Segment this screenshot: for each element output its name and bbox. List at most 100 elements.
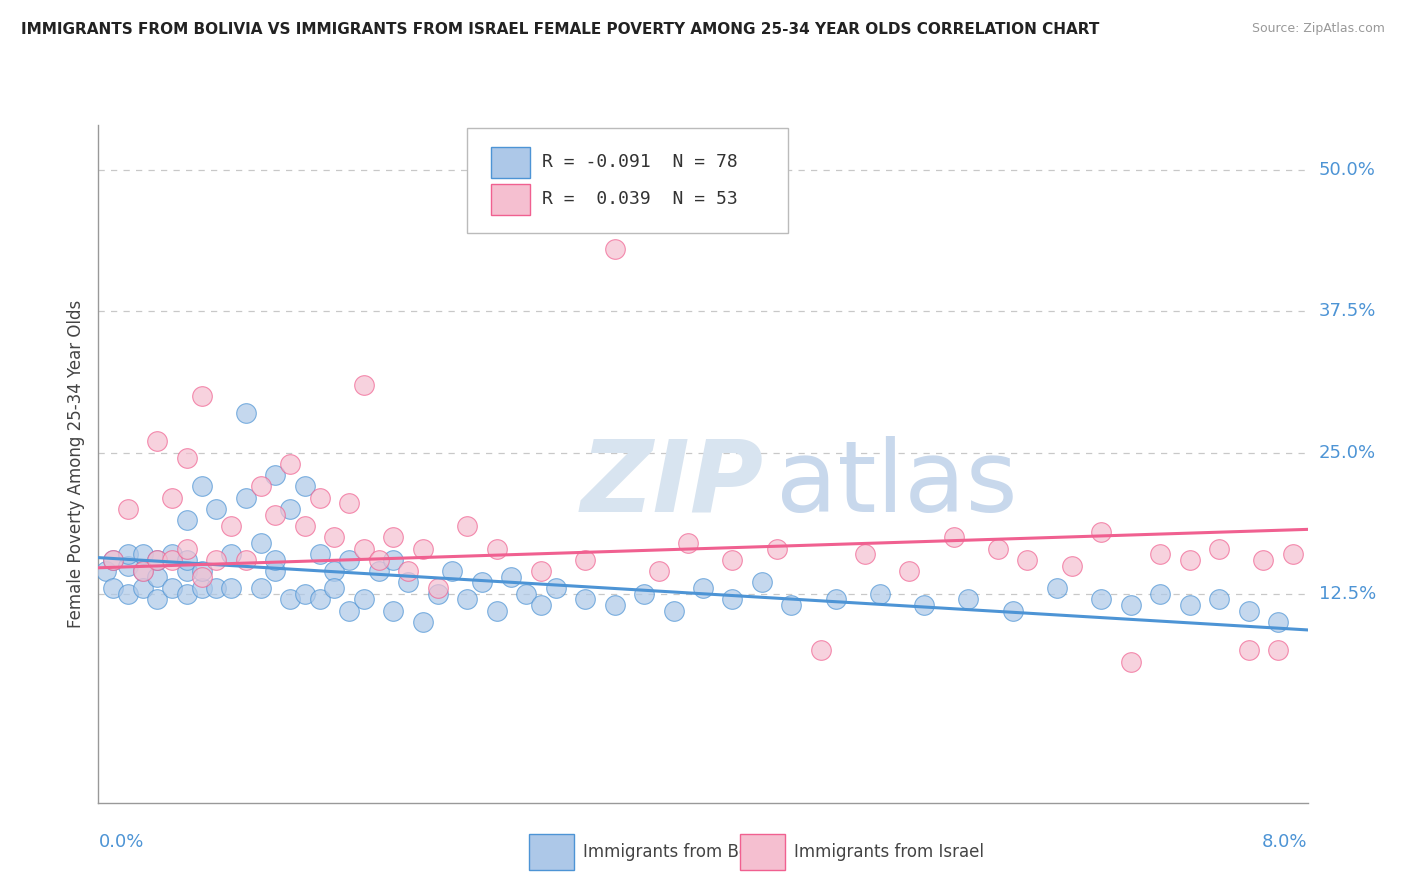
Text: IMMIGRANTS FROM BOLIVIA VS IMMIGRANTS FROM ISRAEL FEMALE POVERTY AMONG 25-34 YEA: IMMIGRANTS FROM BOLIVIA VS IMMIGRANTS FR… [21,22,1099,37]
Text: Source: ZipAtlas.com: Source: ZipAtlas.com [1251,22,1385,36]
Point [780,598,803,612]
Point [1282,547,1305,561]
Point [94,564,117,578]
Point [751,575,773,590]
Point [219,547,242,561]
Point [1046,581,1069,595]
Point [678,536,700,550]
Point [603,242,626,256]
Point [235,491,257,505]
Point [101,581,124,595]
Point [205,502,228,516]
Text: R =  0.039  N = 53: R = 0.039 N = 53 [543,191,738,209]
Point [176,451,198,466]
Point [190,581,212,595]
Point [987,541,1010,556]
Point [176,587,198,601]
Point [235,553,257,567]
Point [353,592,375,607]
Point [441,564,464,578]
Point [353,541,375,556]
Point [308,592,330,607]
Point [308,491,330,505]
Point [574,592,596,607]
Point [337,604,360,618]
Point [456,519,478,533]
Point [869,587,891,601]
Point [1267,615,1289,629]
Point [146,553,169,567]
Point [382,553,405,567]
Point [101,553,124,567]
Point [912,598,935,612]
Point [957,592,980,607]
Point [530,564,553,578]
Text: 8.0%: 8.0% [1263,833,1308,851]
Point [131,581,153,595]
Point [264,564,287,578]
Point [337,553,360,567]
Point [294,587,316,601]
Point [1208,592,1230,607]
Point [721,553,744,567]
Point [337,496,360,510]
Point [146,434,169,449]
Point [219,581,242,595]
Point [117,502,139,516]
Point [456,592,478,607]
Text: 37.5%: 37.5% [1319,302,1376,320]
Point [544,581,567,595]
Point [692,581,714,595]
Text: R = -0.091  N = 78: R = -0.091 N = 78 [543,153,738,171]
Point [1149,547,1171,561]
Point [205,581,228,595]
Point [574,553,596,567]
Text: ZIP: ZIP [581,435,763,533]
Point [633,587,655,601]
Point [249,479,271,493]
Point [146,592,169,607]
Point [1060,558,1083,573]
Point [235,406,257,420]
Point [648,564,671,578]
Point [323,581,346,595]
Point [176,564,198,578]
Point [278,592,301,607]
Point [662,604,685,618]
Point [1017,553,1039,567]
Point [396,564,419,578]
Point [1119,598,1142,612]
Point [412,615,434,629]
Point [190,564,212,578]
Point [278,457,301,471]
Point [1178,598,1201,612]
Point [264,508,287,522]
Text: 50.0%: 50.0% [1319,161,1375,179]
Point [1119,655,1142,669]
Point [219,519,242,533]
Point [1253,553,1275,567]
Point [190,389,212,403]
Point [323,564,346,578]
Point [485,604,508,618]
Point [160,553,183,567]
Point [190,570,212,584]
Point [367,564,389,578]
Point [382,530,405,544]
Point [1237,604,1260,618]
Point [131,547,153,561]
Point [160,581,183,595]
Point [515,587,537,601]
Point [190,479,212,493]
Point [485,541,508,556]
Point [382,604,405,618]
FancyBboxPatch shape [492,184,530,215]
Point [501,570,523,584]
Point [308,547,330,561]
Point [765,541,787,556]
Text: atlas: atlas [776,435,1017,533]
Point [101,553,124,567]
Point [176,553,198,567]
Text: 25.0%: 25.0% [1319,443,1376,461]
Point [117,558,139,573]
